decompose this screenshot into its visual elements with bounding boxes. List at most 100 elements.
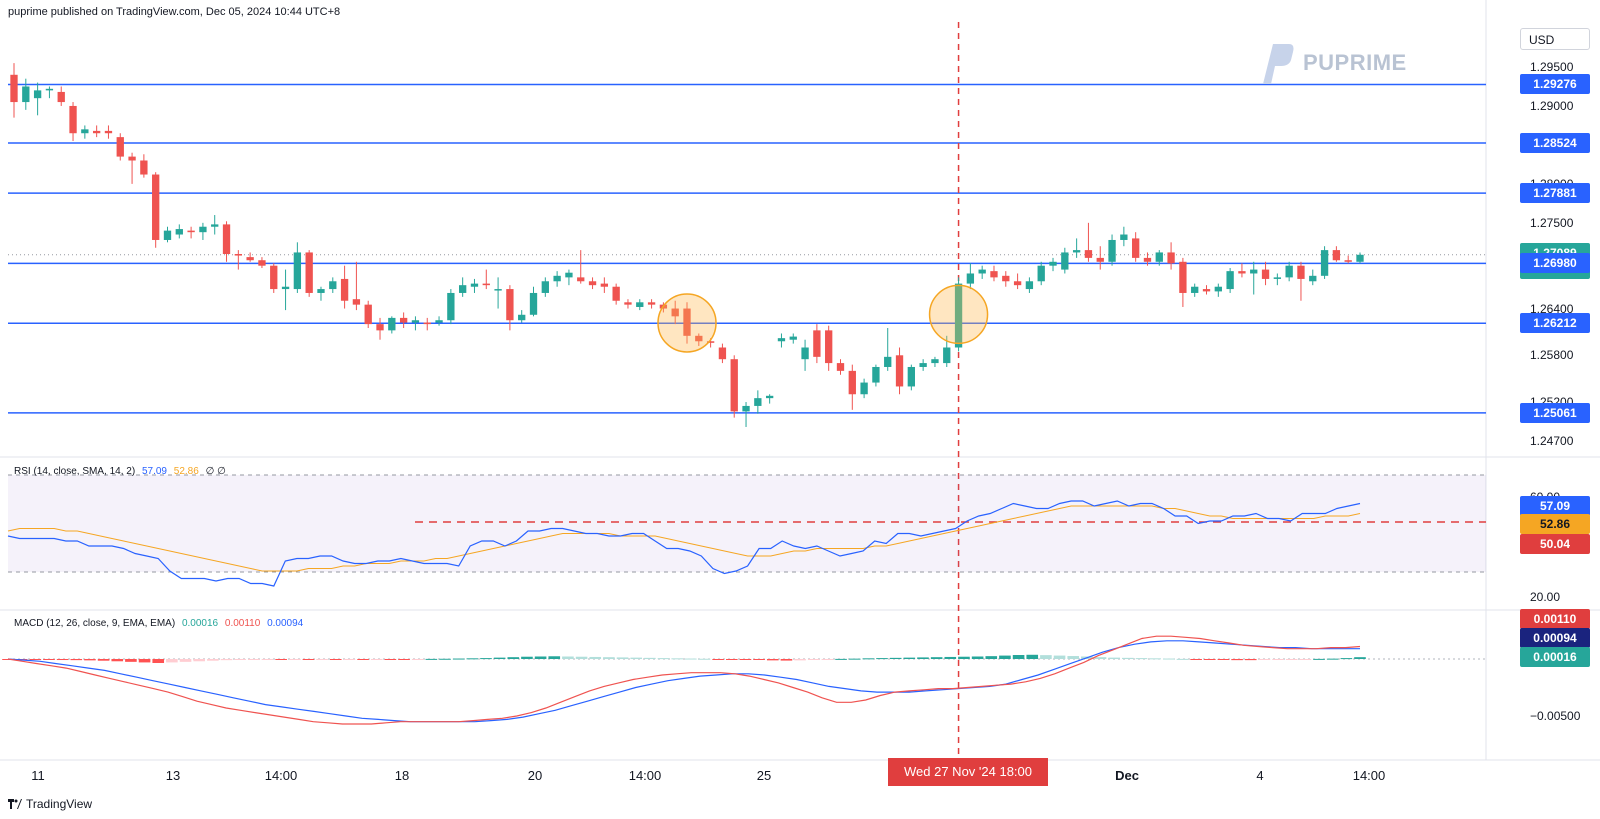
macd-histogram-bar <box>835 658 847 660</box>
candle-body <box>1037 265 1045 282</box>
macd-histogram-bar <box>1285 659 1298 660</box>
candle-body <box>1356 254 1364 262</box>
macd-histogram-bar <box>930 657 943 659</box>
rsi-value: 57.09 <box>141 466 167 477</box>
candle-body <box>990 271 998 278</box>
candle-body <box>1084 250 1093 258</box>
macd-histogram-bar <box>507 657 520 659</box>
candle-body <box>104 130 113 134</box>
macd-histogram-bar <box>220 659 233 661</box>
macd-legend[interactable]: MACD (12, 26, close, 9, EMA, EMA) 0.0001… <box>14 618 307 629</box>
candle-body <box>1191 286 1199 293</box>
macd-signal-value: 0.00094 <box>267 618 304 629</box>
candle-body <box>33 90 42 99</box>
macd-histogram-bar <box>807 659 820 660</box>
candle-body <box>270 265 278 290</box>
macd-histogram-bar <box>1108 657 1120 659</box>
macd-histogram-bar <box>343 659 356 660</box>
candle-body <box>765 395 774 399</box>
candle-body <box>884 356 892 367</box>
candle-body <box>69 105 77 134</box>
macd-histogram-bar <box>548 656 561 659</box>
macd-histogram-bar <box>999 655 1011 659</box>
macd-histogram-bar <box>1122 657 1134 659</box>
macd-histogram-bar <box>411 659 424 660</box>
macd-histogram-bar <box>207 659 219 661</box>
macd-hist-value: 0.00016 <box>181 618 219 629</box>
price-level-label: 1.27881 <box>1520 183 1590 204</box>
time-tick: Dec <box>1115 768 1139 783</box>
macd-histogram-bar <box>1176 658 1189 660</box>
candle-body <box>754 398 762 406</box>
candle-body <box>1061 252 1069 270</box>
macd-histogram-bar <box>575 656 588 659</box>
rsi-tick: 20.00 <box>1530 590 1561 604</box>
macd-histogram-bar <box>589 656 602 659</box>
candle-body <box>1013 281 1022 286</box>
macd-histogram-bar <box>739 659 752 660</box>
macd-histogram-bar <box>971 656 984 659</box>
candle-body <box>600 283 609 287</box>
time-tick: 11 <box>31 768 45 783</box>
candle-body <box>718 347 727 360</box>
macd-histogram-bar <box>316 659 328 660</box>
macd-histogram-bar <box>425 658 438 660</box>
candle-body <box>411 320 420 323</box>
candle-body <box>801 347 809 360</box>
macd-histogram-bar <box>166 659 178 663</box>
candle-body <box>10 74 18 103</box>
candle-body <box>57 91 65 103</box>
candle-body <box>612 286 620 301</box>
currency-selector[interactable]: USD <box>1520 28 1590 50</box>
macd-tick: −0.00500 <box>1530 709 1581 723</box>
macd-value-label: 0.00016 <box>1520 647 1590 667</box>
macd-value: 0.00110 <box>224 618 261 629</box>
candle-body <box>624 302 632 305</box>
macd-histogram-bar <box>1272 659 1284 660</box>
macd-histogram-bar <box>1026 654 1039 659</box>
candle-body <box>825 330 833 364</box>
candle-body <box>966 273 975 284</box>
macd-histogram-bar <box>985 656 998 659</box>
macd-histogram-bar <box>1163 658 1175 660</box>
candle-body <box>222 224 231 254</box>
candle-body <box>1120 234 1128 240</box>
macd-histogram-bar <box>630 657 643 659</box>
macd-histogram-bar <box>1313 658 1325 660</box>
rsi-legend[interactable]: RSI (14, close, SMA, 14, 2) 57.09 52.86 … <box>14 466 230 477</box>
candle-body <box>1238 271 1246 274</box>
macd-histogram-bar <box>370 659 383 660</box>
price-tick: 1.25800 <box>1530 348 1574 363</box>
macd-histogram-bar <box>97 659 110 661</box>
candle-body <box>234 254 242 256</box>
candle-body <box>281 286 290 290</box>
macd-histogram-bar <box>794 659 806 661</box>
candle-body <box>128 156 136 161</box>
time-tick: 14:00 <box>264 768 298 783</box>
candle-body <box>931 359 939 364</box>
candle-body <box>813 330 821 357</box>
candle-body <box>671 308 679 317</box>
tradingview-footer[interactable]: TradingView <box>8 797 92 811</box>
macd-histogram-bar <box>1053 655 1066 659</box>
candle-body <box>895 355 904 387</box>
macd-histogram-bar <box>329 659 342 660</box>
candle-body <box>907 366 915 387</box>
candle-body <box>1344 260 1352 262</box>
candle-body <box>329 281 337 290</box>
candle-body <box>1309 275 1317 282</box>
macd-histogram-bar <box>685 658 697 660</box>
macd-histogram-bar <box>138 659 151 663</box>
candle-body <box>376 324 384 331</box>
macd-histogram-bar <box>1094 657 1107 659</box>
macd-histogram-bar <box>1258 659 1271 660</box>
candle-body <box>364 304 372 325</box>
macd-histogram-bar <box>29 659 42 660</box>
footer-brand: TradingView <box>26 797 93 811</box>
macd-histogram-bar <box>1203 659 1216 660</box>
candle-body <box>152 174 160 240</box>
price-level-label: 1.29276 <box>1520 74 1590 95</box>
macd-histogram-bar <box>1135 658 1148 660</box>
macd-histogram-bar <box>439 658 451 660</box>
